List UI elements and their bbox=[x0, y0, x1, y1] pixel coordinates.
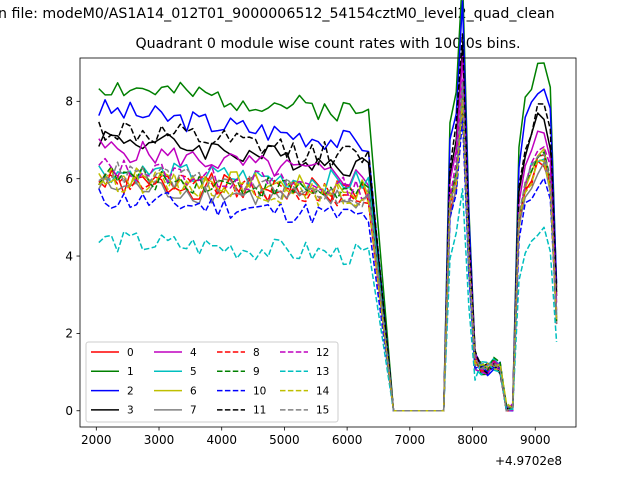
legend-label-15: 15 bbox=[316, 405, 329, 417]
legend-label-4: 4 bbox=[190, 347, 197, 359]
legend-label-10: 10 bbox=[253, 385, 266, 397]
chart-title: Quadrant 0 module wise count rates with … bbox=[135, 36, 521, 52]
x-offset-label: +4.9702e8 bbox=[495, 454, 562, 468]
legend-label-7: 7 bbox=[190, 405, 197, 417]
legend-label-12: 12 bbox=[316, 347, 329, 359]
x-tick-label: 8000 bbox=[457, 433, 488, 447]
series-line-15 bbox=[98, 81, 558, 412]
x-tick-label: 6000 bbox=[332, 433, 363, 447]
legend-label-3: 3 bbox=[127, 405, 134, 417]
legend-label-8: 8 bbox=[253, 347, 260, 359]
x-tick-label: 3000 bbox=[144, 433, 175, 447]
series-line-13 bbox=[98, 187, 558, 412]
y-tick-label: 4 bbox=[65, 249, 73, 263]
y-tick-label: 8 bbox=[65, 95, 73, 109]
series-line-11 bbox=[98, 33, 558, 412]
legend-label-13: 13 bbox=[316, 366, 329, 378]
y-tick-label: 2 bbox=[65, 327, 73, 341]
figure-suptitle: n file: modeM0/AS1A14_012T01_9000006512_… bbox=[0, 6, 555, 22]
legend-label-0: 0 bbox=[127, 347, 134, 359]
series-line-10 bbox=[98, 117, 558, 412]
legend-label-1: 1 bbox=[127, 366, 134, 378]
legend-label-9: 9 bbox=[253, 366, 260, 378]
axes-frame bbox=[79, 57, 577, 428]
y-tick-label: 6 bbox=[65, 172, 73, 186]
legend-box bbox=[85, 341, 339, 423]
legend-label-5: 5 bbox=[190, 366, 197, 378]
legend-label-6: 6 bbox=[190, 385, 197, 397]
legend-label-2: 2 bbox=[127, 385, 134, 397]
legend-label-11: 11 bbox=[253, 405, 266, 417]
series-line-5 bbox=[98, 80, 558, 412]
x-tick-label: 4000 bbox=[206, 433, 237, 447]
series-line-14 bbox=[98, 98, 558, 412]
x-tick-label: 2000 bbox=[81, 433, 112, 447]
legend-label-14: 14 bbox=[316, 385, 330, 397]
x-tick-label: 5000 bbox=[269, 433, 300, 447]
series-line-2 bbox=[98, 0, 558, 412]
series-line-12 bbox=[98, 79, 558, 412]
x-tick-label: 9000 bbox=[520, 433, 551, 447]
y-tick-label: 0 bbox=[65, 404, 73, 418]
x-tick-label: 7000 bbox=[395, 433, 426, 447]
